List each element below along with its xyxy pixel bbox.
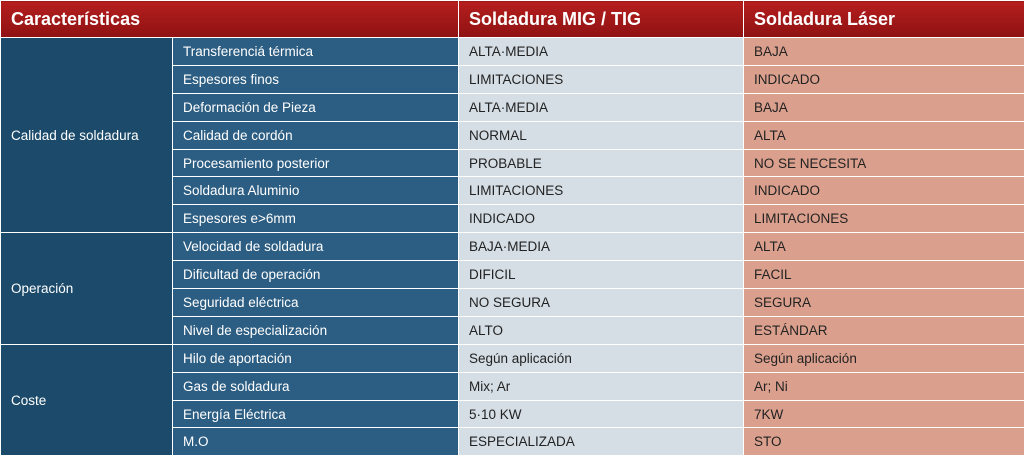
laser-cell: FACIL <box>743 260 1024 290</box>
table-row: M.O ESPECIALIZADA STO <box>1 427 1024 457</box>
feature-cell: Transferenciá térmica <box>172 37 459 66</box>
table-row: Soldadura Aluminio LIMITACIONES INDICADO <box>1 176 1024 206</box>
mig-cell: Mix; Ar <box>458 371 744 401</box>
table-row: Deformación de Pieza ALTA·MEDIA BAJA <box>1 92 1024 122</box>
feature-cell: Hilo de aportación <box>172 343 459 373</box>
feature-cell: Nivel de especialización <box>172 315 459 345</box>
table-row: Coste Hilo de aportación Según aplicación S… <box>0 343 1024 457</box>
table-body: Calidad de soldadura Transferenciá térmic… <box>0 36 1024 457</box>
table-row: Energía Eléctrica 5·10 KW 7KW <box>1 399 1024 429</box>
laser-cell: BAJA <box>743 92 1024 122</box>
group-label: Coste <box>0 343 173 457</box>
feature-cell: Soldadura Aluminio <box>172 176 459 206</box>
feature-cell: Espesores e>6mm <box>172 204 459 234</box>
table-row: Dificultad de operación DIFICIL FACIL <box>1 260 1024 290</box>
mig-cell: LIMITACIONES <box>458 64 744 94</box>
table-row: Espesores finos LIMITACIONES INDICADO <box>1 64 1024 94</box>
mig-cell: ALTO <box>458 315 744 345</box>
laser-cell: NO SE NECESITA <box>743 148 1024 178</box>
laser-cell: ESTÁNDAR <box>743 315 1024 345</box>
mig-cell: DIFICIL <box>458 260 744 290</box>
feature-cell: Dificultad de operación <box>172 260 459 290</box>
table-row: Seguridad eléctrica NO SEGURA SEGURA <box>1 288 1024 317</box>
laser-cell: BAJA <box>743 37 1024 66</box>
laser-cell: SEGURA <box>743 288 1024 317</box>
laser-cell: STO <box>743 427 1024 457</box>
mig-cell: Según aplicación <box>458 343 744 373</box>
feature-cell: Deformación de Pieza <box>172 92 459 122</box>
feature-cell: Calidad de cordón <box>172 120 459 150</box>
table-header: Características Soldadura MIG / TIG Sold… <box>0 0 1024 38</box>
mig-cell: NORMAL <box>458 120 744 150</box>
table-row: Calidad de cordón NORMAL ALTA <box>1 120 1024 150</box>
feature-cell: Gas de soldadura <box>172 371 459 401</box>
mig-cell: 5·10 KW <box>458 399 744 429</box>
mig-cell: BAJA·MEDIA <box>458 232 744 262</box>
group-label: Operación <box>0 232 173 345</box>
header-cell: Soldadura MIG / TIG <box>458 0 744 38</box>
laser-cell: ALTA <box>743 232 1024 262</box>
mig-cell: NO SEGURA <box>458 288 744 317</box>
table-row: Calidad de soldadura Transferenciá térmic… <box>0 36 1024 234</box>
mig-cell: ALTA·MEDIA <box>458 37 744 66</box>
laser-cell: INDICADO <box>743 176 1024 206</box>
group-label: Calidad de soldadura <box>0 36 173 234</box>
feature-cell: Espesores finos <box>172 64 459 94</box>
mig-cell: ESPECIALIZADA <box>458 427 744 457</box>
laser-cell: INDICADO <box>743 64 1024 94</box>
feature-cell: Energía Eléctrica <box>172 399 459 429</box>
feature-cell: Velocidad de soldadura <box>172 232 459 262</box>
header-row: Características Soldadura MIG / TIG Sold… <box>0 0 1024 38</box>
table-row: Procesamiento posterior PROBABLE NO SE NEC… <box>1 148 1024 178</box>
laser-cell: ALTA <box>743 120 1024 150</box>
laser-cell: Ar; Ni <box>743 371 1024 401</box>
mig-cell: ALTA·MEDIA <box>458 92 744 122</box>
mig-cell: LIMITACIONES <box>458 176 744 206</box>
feature-cell: Procesamiento posterior <box>172 148 459 178</box>
table-row: Operación Velocidad de soldadura BAJA·MEDI… <box>0 232 1024 345</box>
laser-cell: LIMITACIONES <box>743 204 1024 234</box>
laser-cell: 7KW <box>743 399 1024 429</box>
laser-cell: Según aplicación <box>743 343 1024 373</box>
feature-cell: Seguridad eléctrica <box>172 288 459 317</box>
feature-cell: M.O <box>172 427 459 457</box>
header-cell: Características <box>0 0 459 38</box>
mig-cell: PROBABLE <box>458 148 744 178</box>
header-cell: Soldadura Láser <box>743 0 1024 38</box>
mig-cell: INDICADO <box>458 204 744 234</box>
table-row: Nivel de especialización ALTO ESTÁNDAR <box>1 315 1024 345</box>
